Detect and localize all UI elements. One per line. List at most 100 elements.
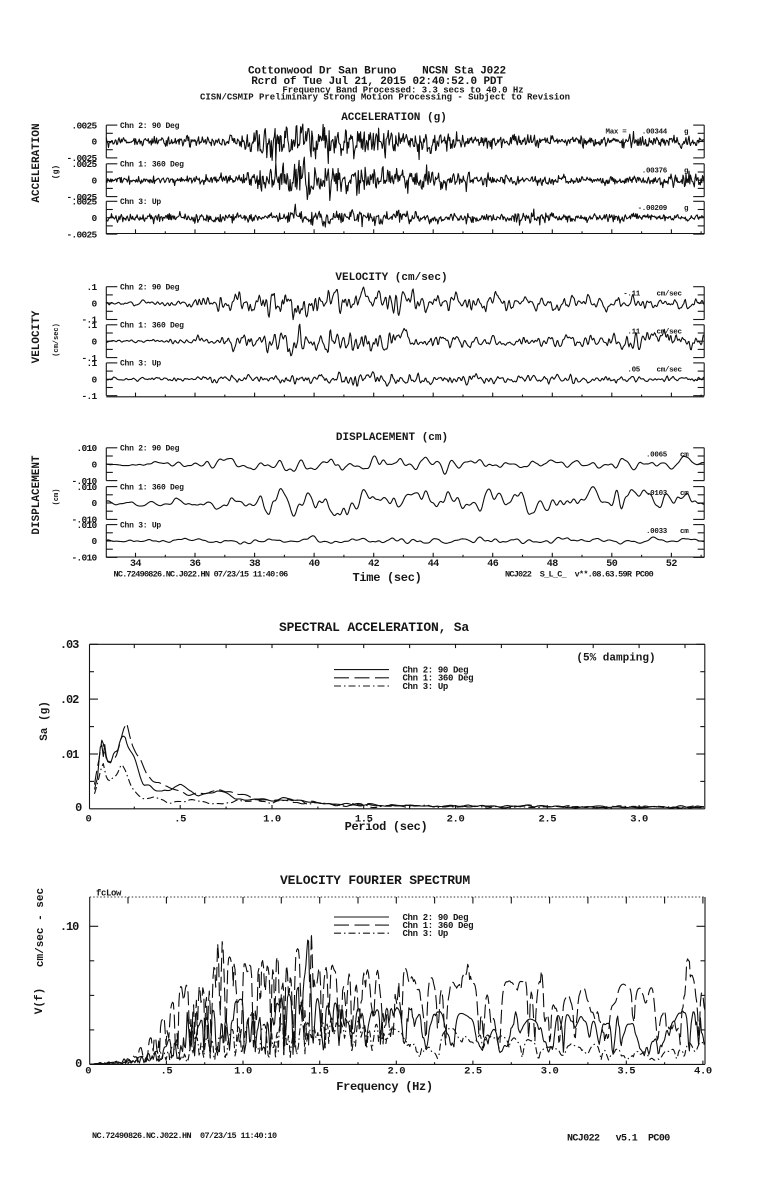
svg-text:.05: .05 — [627, 367, 640, 375]
svg-text:0: 0 — [85, 813, 91, 825]
svg-text:.1: .1 — [86, 282, 97, 293]
svg-text:.0033: .0033 — [646, 528, 668, 536]
svg-text:Cottonwood Dr San Bruno NCS: Cottonwood Dr San Bruno NCSN Sta J022 — [248, 65, 506, 77]
svg-text:1.5: 1.5 — [311, 1065, 329, 1077]
svg-text:Chn 3: Up: Chn 3: Up — [120, 198, 161, 207]
svg-text:DISPLACEMENT: DISPLACEMENT — [31, 455, 43, 535]
svg-text:NC.72490826.NC.J022.HN 07/23/1: NC.72490826.NC.J022.HN 07/23/15 11:40:06 — [114, 570, 289, 580]
svg-text:36: 36 — [190, 559, 202, 570]
svg-text:NCJ022 S_L_C_ v**.08.63.59R: NCJ022 S_L_C_ v**.08.63.59R PC00 — [505, 570, 654, 580]
svg-text:4.0: 4.0 — [694, 1065, 712, 1077]
svg-text:52: 52 — [666, 559, 678, 570]
svg-text:.0025: .0025 — [71, 120, 97, 131]
svg-text:cm/sec: cm/sec — [657, 290, 683, 298]
svg-text:2.0: 2.0 — [447, 813, 465, 825]
svg-text:cm/sec: cm/sec — [657, 367, 683, 375]
svg-text:.02: .02 — [60, 693, 79, 707]
svg-text:Chn 1: 360 Deg: Chn 1: 360 Deg — [120, 322, 184, 331]
svg-text:.010: .010 — [76, 443, 97, 454]
svg-text:Sa (g): Sa (g) — [39, 701, 51, 741]
svg-text:.0025: .0025 — [71, 159, 97, 170]
svg-text:0: 0 — [91, 175, 97, 186]
svg-text:.00344: .00344 — [642, 129, 668, 137]
svg-text:Chn 3: Up: Chn 3: Up — [120, 521, 161, 530]
svg-text:g: g — [684, 129, 689, 137]
svg-text:SPECTRAL ACCELERATION, Sa: SPECTRAL ACCELERATION, Sa — [279, 620, 469, 635]
svg-text:cm: cm — [680, 490, 689, 498]
svg-text:0: 0 — [91, 137, 97, 148]
svg-text:0: 0 — [91, 298, 97, 309]
svg-text:Chn 3: Up: Chn 3: Up — [403, 682, 448, 692]
svg-text:.10: .10 — [60, 920, 79, 934]
svg-text:-.010: -.010 — [71, 515, 97, 526]
svg-text:0: 0 — [91, 459, 97, 470]
svg-text:Period (sec): Period (sec) — [345, 820, 428, 834]
svg-text:Chn 2: 90 Deg: Chn 2: 90 Deg — [120, 445, 180, 454]
svg-text:-.00209: -.00209 — [638, 205, 668, 213]
svg-text:0: 0 — [91, 213, 97, 224]
svg-text:.03: .03 — [60, 638, 79, 652]
svg-text:Max =: Max = — [606, 129, 628, 137]
svg-text:Chn 3: Up: Chn 3: Up — [120, 360, 161, 369]
svg-text:ACCELERATION: ACCELERATION — [31, 123, 43, 202]
svg-text:.5: .5 — [174, 813, 186, 825]
svg-text:0: 0 — [91, 375, 97, 386]
svg-text:46: 46 — [487, 559, 499, 570]
svg-text:cm/sec: cm/sec — [657, 328, 683, 336]
svg-text:NC.72490826.NC.J022.HN 07/23/: NC.72490826.NC.J022.HN 07/23/15 11:40:10 — [92, 1131, 277, 1141]
svg-text:Chn 2: 90 Deg: Chn 2: 90 Deg — [120, 122, 180, 131]
svg-text:0: 0 — [91, 336, 97, 347]
svg-text:38: 38 — [249, 559, 261, 570]
svg-text:2.5: 2.5 — [538, 813, 556, 825]
svg-text:-.1: -.1 — [81, 315, 97, 326]
svg-text:2.0: 2.0 — [387, 1065, 405, 1077]
svg-text:(5% damping): (5% damping) — [576, 653, 655, 665]
svg-text:V(f): V(f) — [34, 988, 46, 1014]
svg-text:.1: .1 — [86, 358, 97, 369]
svg-text:DISPLACEMENT (cm): DISPLACEMENT (cm) — [336, 432, 448, 444]
svg-text:Frequency (Hz): Frequency (Hz) — [336, 1080, 433, 1094]
svg-text:48: 48 — [547, 559, 559, 570]
svg-text:Chn 1: 360 Deg: Chn 1: 360 Deg — [403, 674, 474, 684]
svg-text:0: 0 — [75, 1057, 82, 1071]
svg-text:1.5: 1.5 — [355, 813, 373, 825]
svg-text:Time (sec): Time (sec) — [352, 571, 421, 585]
svg-text:(cm): (cm) — [53, 489, 61, 506]
svg-text:44: 44 — [428, 559, 440, 570]
svg-text:0: 0 — [91, 536, 97, 547]
svg-text:(cm/sec): (cm/sec) — [53, 323, 61, 357]
svg-text:Chn 1: 360 Deg: Chn 1: 360 Deg — [403, 921, 474, 931]
svg-text:.01: .01 — [60, 748, 79, 762]
svg-text:fcLow: fcLow — [96, 889, 122, 899]
svg-text:Chn 3: Up: Chn 3: Up — [403, 929, 448, 939]
svg-text:-.0025: -.0025 — [66, 229, 97, 240]
svg-text:(g): (g) — [52, 165, 61, 179]
svg-text:34: 34 — [130, 559, 142, 570]
svg-text:.11: .11 — [627, 328, 640, 336]
svg-text:-.11: -.11 — [623, 290, 641, 298]
svg-text:Chn 1: 360 Deg: Chn 1: 360 Deg — [120, 161, 184, 170]
svg-text:.1: .1 — [86, 320, 97, 331]
svg-text:cm: cm — [680, 528, 689, 536]
svg-text:CISN/CSMIP Preliminary Strong: CISN/CSMIP Preliminary Strong Motion Pro… — [200, 92, 570, 102]
svg-text:-.0025: -.0025 — [66, 153, 97, 164]
svg-text:ACCELERATION (g): ACCELERATION (g) — [341, 112, 447, 124]
svg-text:3.5: 3.5 — [617, 1065, 635, 1077]
svg-text:42: 42 — [368, 559, 380, 570]
svg-text:Chn 1: 360 Deg: Chn 1: 360 Deg — [120, 483, 184, 492]
svg-text:-.010: -.010 — [71, 553, 97, 564]
svg-text:cm/sec - sec: cm/sec - sec — [35, 888, 47, 967]
svg-text:Rcrd of Tue Jul 21, 2015 02:40: Rcrd of Tue Jul 21, 2015 02:40:52.0 PDT — [251, 76, 503, 88]
svg-text:3.0: 3.0 — [630, 813, 648, 825]
svg-text:-.0025: -.0025 — [66, 192, 97, 203]
svg-text:40: 40 — [309, 559, 321, 570]
svg-text:-.1: -.1 — [81, 391, 97, 402]
svg-text:VELOCITY FOURIER SPECTRUM: VELOCITY FOURIER SPECTRUM — [280, 873, 470, 888]
svg-text:0: 0 — [85, 1065, 91, 1077]
svg-text:g: g — [684, 205, 689, 213]
svg-text:3.0: 3.0 — [541, 1065, 559, 1077]
svg-text:.0103: .0103 — [646, 490, 668, 498]
svg-text:0: 0 — [75, 801, 82, 815]
svg-text:1.0: 1.0 — [234, 1065, 252, 1077]
svg-text:.0025: .0025 — [71, 197, 97, 208]
